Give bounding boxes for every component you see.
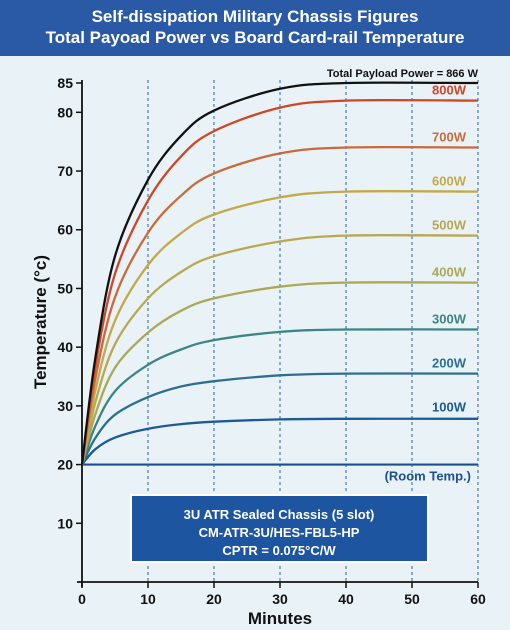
series-line-0 [81, 417, 479, 466]
room-temp-label: (Room Temp.) [385, 469, 471, 484]
y-tick-label-10: 10 [57, 515, 73, 531]
x-tick-label-60: 60 [470, 591, 486, 607]
series-line-3 [80, 281, 479, 465]
series-line-5 [80, 190, 479, 465]
y-tick-label-20: 20 [57, 457, 73, 473]
series-label-3: 400W [432, 265, 467, 280]
chart-title-line1: Self-dissipation Military Chassis Figure… [91, 7, 419, 26]
series-label-0: 100W [432, 400, 467, 415]
series-line-4 [80, 234, 479, 465]
series-line-8 [80, 81, 479, 465]
series-line-1 [80, 372, 479, 466]
x-tick-label-40: 40 [338, 591, 354, 607]
info-box-line3: CPTR = 0.075°C/W [222, 543, 336, 558]
x-axis-title: Minutes [248, 609, 312, 628]
series-label-1: 200W [432, 356, 467, 371]
chart-header: Self-dissipation Military Chassis Figure… [0, 0, 510, 56]
info-box-line2: CM-ATR-3U/HES-FBL5-HP [199, 525, 360, 540]
y-tick-label-30: 30 [57, 398, 73, 414]
series-label-2: 300W [432, 312, 467, 327]
x-tick-label-0: 0 [78, 591, 86, 607]
y-tick-label-50: 50 [57, 280, 73, 296]
series-label-4: 500W [432, 218, 467, 233]
series-line-2 [80, 328, 479, 465]
series-label-5: 600W [432, 174, 467, 189]
y-tick-label-70: 70 [57, 163, 73, 179]
y-axis-title: Temperature (°c) [31, 255, 50, 389]
series-label-7: 800W [432, 83, 467, 98]
series-line-7 [80, 98, 479, 465]
x-tick-label-30: 30 [272, 591, 288, 607]
series-label-8: Total Payload Power = 866 W [327, 68, 479, 80]
info-box-line1: 3U ATR Sealed Chassis (5 slot) [184, 507, 375, 522]
y-tick-label-85: 85 [57, 75, 73, 91]
y-tick-label-60: 60 [57, 222, 73, 238]
x-tick-label-50: 50 [404, 591, 420, 607]
series-line-6 [80, 145, 479, 465]
x-tick-label-10: 10 [140, 591, 156, 607]
y-tick-label-40: 40 [57, 339, 73, 355]
chart-title-line2: Total Payoad Power vs Board Card-rail Te… [45, 28, 465, 47]
info-box [130, 494, 429, 563]
x-tick-label-20: 20 [206, 591, 222, 607]
series-label-6: 700W [432, 130, 467, 145]
y-tick-label-80: 80 [57, 104, 73, 120]
